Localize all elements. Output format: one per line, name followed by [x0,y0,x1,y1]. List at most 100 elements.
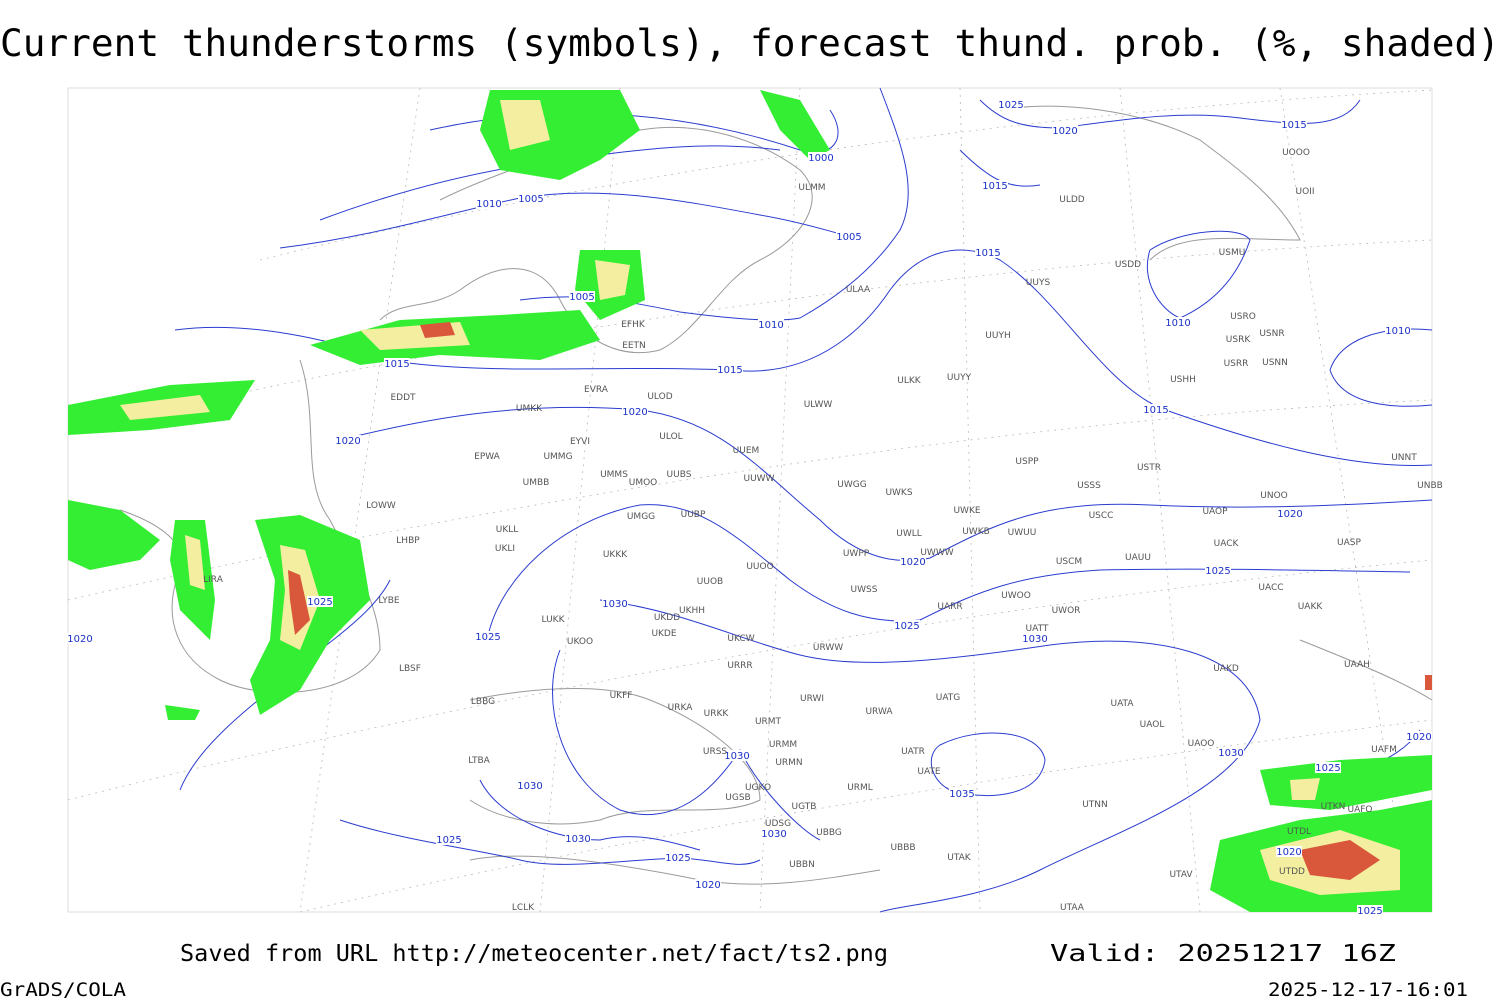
station-code: UNBB [1417,481,1443,491]
station-code: UTAA [1060,903,1085,913]
station-code: UAOL [1140,720,1165,730]
isobar-label-bg [998,99,1024,110]
station-code: UUBP [681,510,706,520]
valid-time: Valid: 20251217 16Z [1050,941,1396,967]
station-code: UACK [1214,539,1240,549]
station-code: UKLI [495,544,515,554]
isobar-label-bg [695,879,721,890]
station-code: UACC [1258,583,1283,593]
station-code: UTAV [1169,870,1193,880]
isobar-label-bg [1357,905,1383,916]
station-code: UTDL [1287,827,1311,837]
isobar-label: 1005 [569,292,594,303]
station-code: LBBG [471,697,495,707]
station-code: USRR [1224,359,1249,369]
station-code: EDDT [390,393,416,403]
isobar-label-bg [565,833,591,844]
station-code: UUEM [733,446,760,456]
station-code: UWOO [1001,591,1031,601]
station-code: LOWW [366,501,396,511]
isobar-label-bg [476,198,502,209]
station-code: LYBE [378,596,399,606]
station-code: EVRA [584,385,609,395]
station-code: UATE [917,767,941,777]
station-code: UBBN [789,860,815,870]
isobar-label-bg [975,247,1001,258]
station-code: UATR [901,747,925,757]
station-code: UAKD [1213,664,1239,674]
station-code: USRO [1230,312,1256,322]
station-code: UUWW [744,474,775,484]
station-code: URSS [703,747,728,757]
isobar-label: 1025 [1205,566,1230,577]
isobar-label-bg [665,852,691,863]
station-code: UMMS [600,470,628,480]
station-code: UARR [937,602,962,612]
station-code: UBBG [816,828,842,838]
isobar-label: 1035 [949,789,974,800]
isobar-label-bg [517,780,543,791]
graticule [67,87,1433,913]
station-code: UMGG [627,512,655,522]
isobar-label: 1015 [717,365,742,376]
station-code: USTR [1137,463,1161,473]
isobar-label-bg [1281,119,1307,130]
station-code: UTKN [1321,802,1346,812]
station-code: LIRA [203,575,224,585]
station-code: LTBA [468,756,490,766]
station-code: UWWW [920,548,953,558]
station-code: UASP [1337,538,1361,548]
map-frame [67,87,1433,913]
station-code: URWW [813,643,843,653]
isobar-label-bg [518,193,544,204]
station-code: USDD [1115,260,1141,270]
station-code: UTNN [1082,800,1108,810]
isobar-label-bg [724,750,750,761]
station-code: EPWA [474,452,501,462]
isobar-label-bg [307,596,333,607]
station-code: UAOO [1188,739,1215,749]
isobar-label-bg [1406,731,1432,742]
station-code: UDSG [765,819,791,829]
isobar-label: 1025 [665,853,690,864]
station-code: URMT [755,717,782,727]
isobar-label: 1015 [384,359,409,370]
isobar-label: 1025 [436,835,461,846]
isobar-label: 1020 [900,557,925,568]
isobar-label-bg [1218,747,1244,758]
station-code: UAUU [1125,553,1151,563]
station-code: UKOO [567,637,593,647]
station-code: URKK [704,709,730,719]
isobar-label-bg [67,633,93,644]
isobar-label: 1030 [1022,634,1047,645]
station-code: USNN [1262,358,1288,368]
timestamp: 2025-12-17-16:01 [1268,979,1468,1000]
station-code: USPP [1015,457,1039,467]
station-code: UOOO [1282,148,1310,158]
station-code: USRK [1226,335,1252,345]
isobar-label-bg [475,631,501,642]
station-code: LCLK [512,903,535,913]
isobar-label: 1020 [1052,126,1077,137]
isobar-label-bg [1022,633,1048,644]
station-code: UMBB [523,478,550,488]
isobar-label-bg [1276,846,1302,857]
isobar-label: 1005 [518,194,543,205]
station-code: UKKK [603,550,628,560]
isobar-label: 1010 [476,199,501,210]
isobar-label-bg [384,358,410,369]
station-code: UKCW [727,634,754,644]
station-code: ULOD [647,392,672,402]
station-code: UAAH [1344,660,1370,670]
isobar-label: 1030 [724,751,749,762]
station-code: ULMM [798,183,825,193]
station-code: UWUU [1008,528,1037,538]
station-code: UMKK [516,404,543,414]
station-code: UWOR [1052,606,1081,616]
isobar-label: 1015 [975,248,1000,259]
station-code: UWSS [851,585,878,595]
isobar-label: 1030 [565,834,590,845]
isobar-label-bg [1205,565,1231,576]
station-code: EETN [622,341,646,351]
station-code: URKA [668,703,694,713]
